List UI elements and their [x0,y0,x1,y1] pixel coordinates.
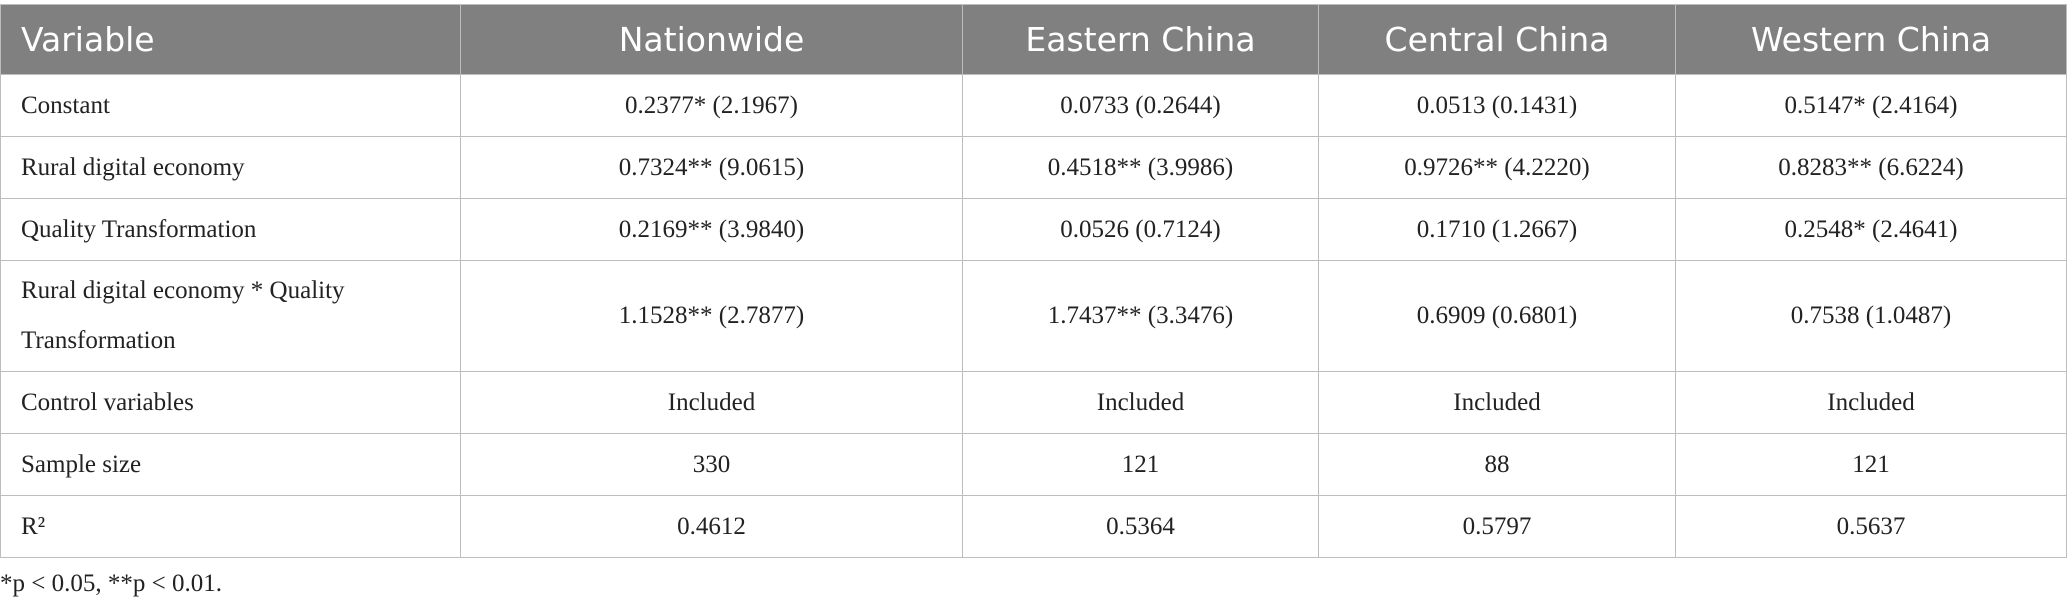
cell: 0.0513 (0.1431) [1318,74,1676,137]
cell: 0.5637 [1675,495,2067,558]
table-row: Control variables Included Included Include… [0,371,2067,434]
cell: 0.4518** (3.9986) [962,136,1319,199]
table-row: R² 0.4612 0.5364 0.5797 0.5637 [0,495,2067,558]
cell: 1.7437** (3.3476) [962,260,1319,372]
header-cell: Western China [1675,4,2067,75]
table-row: Rural digital economy 0.7324** (9.0615) 0.… [0,136,2067,199]
table-row: Sample size 330 121 88 121 [0,433,2067,496]
cell: 0.9726** (4.2220) [1318,136,1676,199]
cell: 0.7538 (1.0487) [1675,260,2067,372]
cell: 1.1528** (2.7877) [460,260,963,372]
header-cell: Nationwide [460,4,963,75]
cell: 0.4612 [460,495,963,558]
header-row: Variable Nationwide Eastern China Central C… [0,4,2067,75]
cell: 0.0526 (0.7124) [962,198,1319,261]
cell: 0.2548* (2.4641) [1675,198,2067,261]
cell: 121 [962,433,1319,496]
row-label: Rural digital economy * Quality Transfor… [0,260,461,372]
cell: 0.7324** (9.0615) [460,136,963,199]
cell: Included [1318,371,1676,434]
header-cell: Eastern China [962,4,1319,75]
table-body: Constant 0.2377* (2.1967) 0.0733 (0.2644) 0… [0,74,2067,558]
cell: 0.6909 (0.6801) [1318,260,1676,372]
table-row: Constant 0.2377* (2.1967) 0.0733 (0.2644) 0… [0,74,2067,137]
cell: 0.5147* (2.4164) [1675,74,2067,137]
cell: Included [460,371,963,434]
cell: Included [1675,371,2067,434]
row-label: Control variables [0,371,461,434]
results-table: Variable Nationwide Eastern China Central C… [0,4,2067,558]
row-label: Rural digital economy [0,136,461,199]
cell: Included [962,371,1319,434]
cell: 0.8283** (6.6224) [1675,136,2067,199]
cell: 0.2169** (3.9840) [460,198,963,261]
cell: 0.2377* (2.1967) [460,74,963,137]
cell: 0.1710 (1.2667) [1318,198,1676,261]
table-row: Quality Transformation 0.2169** (3.9840) 0… [0,198,2067,261]
cell: 0.5797 [1318,495,1676,558]
row-label: Quality Transformation [0,198,461,261]
row-label: Sample size [0,433,461,496]
cell: 121 [1675,433,2067,496]
footnote: *p < 0.05, **p < 0.01. [0,570,222,597]
cell: 0.5364 [962,495,1319,558]
cell: 88 [1318,433,1676,496]
header-cell: Central China [1318,4,1676,75]
header-cell: Variable [0,4,461,75]
row-label: Constant [0,74,461,137]
row-label: R² [0,495,461,558]
table-row: Rural digital economy * Quality Transfor… [0,260,2067,372]
cell: 0.0733 (0.2644) [962,74,1319,137]
cell: 330 [460,433,963,496]
